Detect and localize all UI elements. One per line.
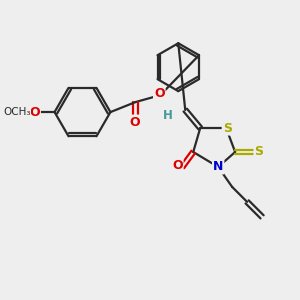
Text: H: H <box>164 109 173 122</box>
Text: S: S <box>223 122 232 134</box>
Text: N: N <box>213 160 224 173</box>
Text: O: O <box>154 87 165 100</box>
Text: O: O <box>172 160 183 172</box>
Text: S: S <box>255 146 264 158</box>
Text: OCH₃: OCH₃ <box>3 107 30 117</box>
Text: O: O <box>29 106 40 118</box>
Text: O: O <box>129 116 140 129</box>
